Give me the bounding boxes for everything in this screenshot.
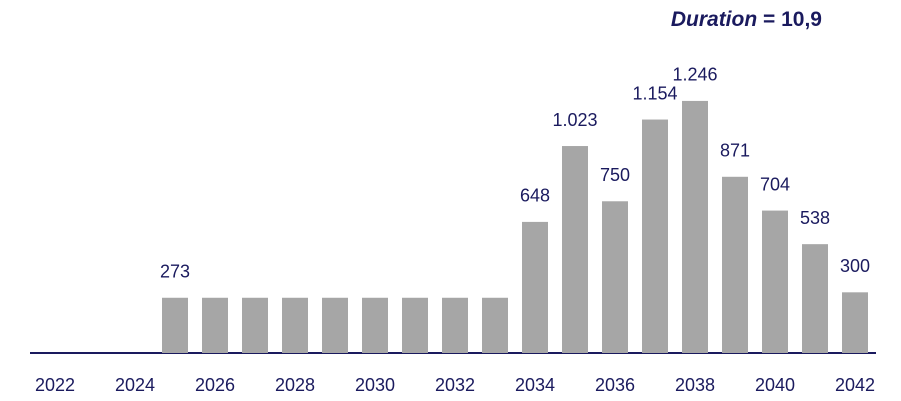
bar xyxy=(482,297,508,353)
value-label: 300 xyxy=(840,256,870,276)
bar xyxy=(802,244,828,353)
value-label: 871 xyxy=(720,141,750,161)
value-label: 538 xyxy=(800,208,830,228)
x-tick-label: 2034 xyxy=(515,375,555,395)
bar xyxy=(522,221,548,353)
bar xyxy=(322,297,348,353)
x-tick-label: 2024 xyxy=(115,375,155,395)
bar xyxy=(682,100,708,353)
x-tick-label: 2022 xyxy=(35,375,75,395)
x-tick-label: 2032 xyxy=(435,375,475,395)
x-tick-label: 2038 xyxy=(675,375,715,395)
bar xyxy=(242,297,268,353)
x-tick-label: 2040 xyxy=(755,375,795,395)
bar xyxy=(602,201,628,353)
annotation-label: Duration xyxy=(671,8,757,31)
bar xyxy=(402,297,428,353)
x-tick-label: 2042 xyxy=(835,375,875,395)
bar xyxy=(762,210,788,353)
bar xyxy=(842,292,868,353)
value-label: 1.023 xyxy=(552,110,597,130)
bar xyxy=(442,297,468,353)
value-label: 750 xyxy=(600,165,630,185)
bar xyxy=(282,297,308,353)
bar xyxy=(362,297,388,353)
value-label: 273 xyxy=(160,262,190,282)
x-tick-label: 2026 xyxy=(195,375,235,395)
bar xyxy=(562,146,588,353)
bar xyxy=(722,176,748,353)
annotation: Duration = 10,9 xyxy=(671,8,822,31)
x-tick-label: 2030 xyxy=(355,375,395,395)
value-label: 1.154 xyxy=(632,83,677,103)
annotation-value: = 10,9 xyxy=(763,8,822,31)
value-label: 1.246 xyxy=(672,65,717,85)
bar xyxy=(162,297,188,353)
value-label: 648 xyxy=(520,186,550,206)
bar xyxy=(202,297,228,353)
bar xyxy=(642,119,668,353)
value-label: 704 xyxy=(760,174,790,194)
x-tick-label: 2036 xyxy=(595,375,635,395)
x-tick-label: 2028 xyxy=(275,375,315,395)
